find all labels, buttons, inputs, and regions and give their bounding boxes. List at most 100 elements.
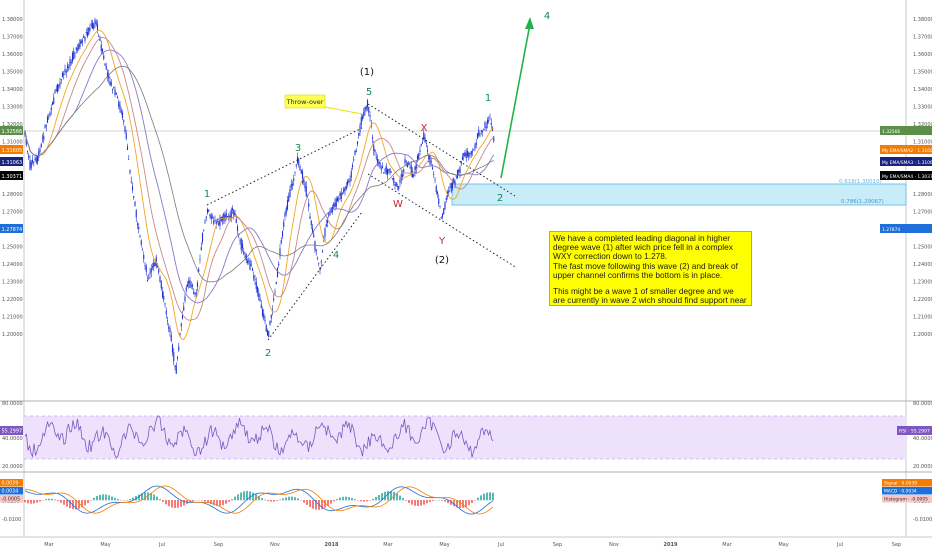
candle-body <box>64 69 66 72</box>
candle-body <box>338 198 340 200</box>
candle-body <box>273 298 275 301</box>
candle-body <box>190 285 192 287</box>
candle-body <box>351 164 354 168</box>
macd-histogram-bar <box>180 500 182 507</box>
candle-body <box>479 134 481 136</box>
candle-body <box>259 297 261 302</box>
macd-histogram-bar <box>156 496 158 501</box>
candle-body <box>491 128 494 131</box>
projection-arrow[interactable] <box>500 23 531 179</box>
candle-body <box>284 212 286 217</box>
time-axis-label: Mar <box>44 542 54 548</box>
price-axis-left[interactable]: 1.38000 1.37000 1.36000 1.35000 1.34000 1.330… <box>2 17 23 523</box>
signal-line <box>25 485 494 515</box>
candle-body <box>376 158 379 164</box>
fib-support-zone[interactable] <box>451 183 907 206</box>
candle-body <box>368 106 370 113</box>
macd-histogram-bar <box>351 497 353 501</box>
candle-body <box>419 150 421 152</box>
price-axis-label: 1.32000 <box>913 122 932 128</box>
macd-histogram-bar <box>228 500 230 502</box>
analysis-note[interactable]: We have a completed leading diagonal in … <box>549 231 752 306</box>
candle-body <box>143 254 145 260</box>
candle-body <box>458 169 460 172</box>
candle-body <box>99 37 101 42</box>
candle-body <box>165 310 167 315</box>
candle-body <box>309 216 311 220</box>
price-candles[interactable] <box>24 17 495 374</box>
candle-body <box>304 182 306 188</box>
macd-panel[interactable] <box>24 485 494 515</box>
price-axis-label: 1.28000 <box>913 192 932 198</box>
candle-body <box>146 280 149 281</box>
candle-body <box>86 32 89 37</box>
candle-body <box>260 304 262 308</box>
macd-histogram-bar <box>492 492 494 501</box>
throw-over-callout[interactable] <box>284 94 326 109</box>
candle-body <box>324 227 326 237</box>
candle-body <box>294 171 296 173</box>
candle-body <box>454 181 456 187</box>
candle-body <box>79 39 81 47</box>
diagonal-upper-line[interactable] <box>206 127 363 206</box>
macd-histogram-bar <box>303 500 305 503</box>
rsi-band <box>24 416 906 459</box>
candle-body <box>68 67 70 68</box>
channel-lower-line[interactable] <box>367 173 518 269</box>
candle-body <box>283 221 285 227</box>
candle-body <box>271 309 274 311</box>
price-tag <box>0 171 23 180</box>
macd-histogram-bar <box>276 500 278 501</box>
new-wave-2-label: 2 <box>497 193 503 204</box>
price-tag <box>880 145 932 154</box>
price-axis-right[interactable]: 1.38000 1.37000 1.36000 1.35000 1.34000 1.330… <box>913 17 932 523</box>
channel-upper-line[interactable] <box>367 103 516 197</box>
rsi-line[interactable] <box>24 415 494 459</box>
candle-body <box>168 326 170 329</box>
candle-body <box>443 208 445 215</box>
candle-body <box>54 91 56 94</box>
candle-body <box>103 55 105 60</box>
moving-average-line <box>24 29 494 341</box>
macd-histogram-bar <box>282 498 284 501</box>
candle-body <box>245 254 247 261</box>
price-axis-label: 1.34000 <box>913 87 932 93</box>
macd-histogram-bar <box>297 498 299 501</box>
candle-body <box>90 24 92 26</box>
macd-histogram-bar <box>345 496 347 501</box>
candle-body <box>414 166 416 174</box>
macd-histogram-bar <box>444 500 446 502</box>
diagonal-lower-line[interactable] <box>267 211 363 341</box>
macd-histogram-bar <box>324 500 326 508</box>
candle-body <box>25 138 27 145</box>
candle-body <box>276 267 279 278</box>
candle-body <box>389 168 391 173</box>
time-axis-label: 2018 <box>325 542 339 548</box>
candle-body <box>140 240 142 245</box>
price-axis-label: 1.20000 <box>913 332 932 338</box>
candle-body <box>61 72 64 78</box>
candle-body <box>398 186 400 190</box>
macd-histogram-bar <box>348 497 350 501</box>
moving-average-line <box>24 36 495 321</box>
macd-tag-text: Histogram · -0.0005 <box>884 497 928 503</box>
candle-body <box>118 101 120 107</box>
candle-body <box>411 171 414 178</box>
price-axis-label: 1.36000 <box>2 52 23 58</box>
candle-body <box>148 277 150 279</box>
candle-body <box>241 243 244 249</box>
time-axis-label: Jul <box>497 542 504 548</box>
time-axis[interactable]: Mar May Jul Sep Nov 2018 Mar May Jul Sep Nov 2019 Ma… <box>44 542 932 548</box>
candle-body <box>373 145 375 151</box>
candle-body <box>344 187 346 191</box>
candle-body <box>316 257 319 259</box>
candle-body <box>216 221 219 222</box>
wave-y-label: Y <box>438 236 446 247</box>
candle-body <box>384 169 386 171</box>
moving-average-line <box>24 65 494 283</box>
macd-tag-text: MACD · 0.0034 <box>884 489 917 495</box>
plot-area[interactable] <box>24 0 906 550</box>
candle-body <box>205 216 207 219</box>
candle-body <box>386 168 389 175</box>
